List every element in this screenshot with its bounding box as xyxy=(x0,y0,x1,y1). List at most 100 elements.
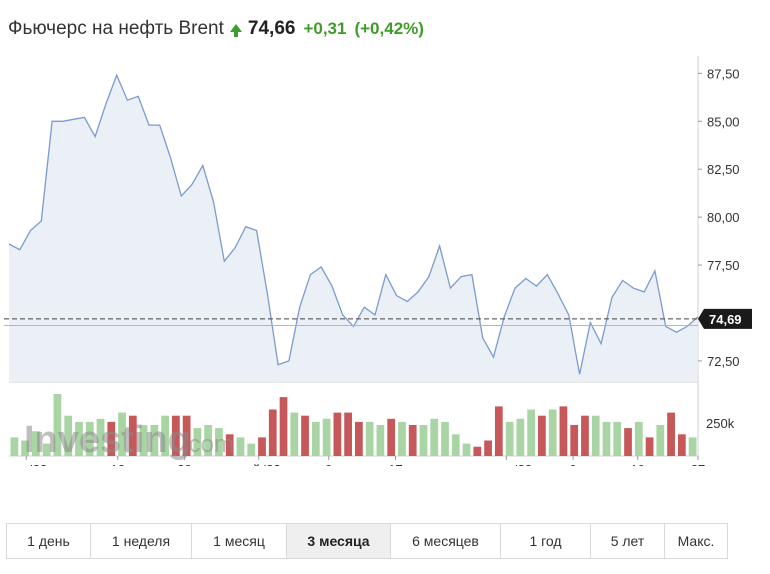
y-tick-label: 72,50 xyxy=(707,354,740,369)
volume-bar xyxy=(96,418,105,456)
volume-bar xyxy=(322,418,331,456)
x-tick-label: май '23 xyxy=(237,462,281,466)
timeframe-button-5[interactable]: 6 месяцев xyxy=(391,524,501,558)
volume-bar xyxy=(494,406,503,456)
volume-bars xyxy=(10,394,697,456)
volume-bar xyxy=(527,409,536,456)
price-area-fill xyxy=(9,75,698,383)
timeframe-button-3[interactable]: 1 месяц xyxy=(192,524,287,558)
timeframe-button-2[interactable]: 1 неделя xyxy=(91,524,192,558)
x-tick-label: 17 xyxy=(388,462,402,466)
volume-bar xyxy=(204,425,213,456)
y-tick-label: 85,00 xyxy=(707,114,740,129)
volume-bar xyxy=(613,421,622,456)
reference-lines xyxy=(4,318,698,326)
volume-bar xyxy=(634,421,643,456)
timeframe-button-4[interactable]: 3 месяца xyxy=(287,524,391,558)
current-price-tag: 74,69 xyxy=(698,308,752,329)
volume-bar xyxy=(53,394,62,456)
investing-logo: Investing .com xyxy=(24,419,234,461)
volume-bar xyxy=(32,431,40,456)
volume-bar xyxy=(161,415,169,456)
volume-bar xyxy=(387,418,396,456)
volume-bar xyxy=(64,415,73,456)
volume-bar xyxy=(107,421,116,456)
arrow-up-icon xyxy=(229,24,242,37)
volume-bar xyxy=(311,421,320,456)
volume-bar xyxy=(441,421,449,456)
volume-bar xyxy=(365,421,374,456)
x-tick-label: 9 xyxy=(570,462,577,466)
volume-bar xyxy=(376,425,385,456)
price-tag-box xyxy=(698,308,752,329)
volume-bar xyxy=(268,409,277,456)
volume-bar xyxy=(171,415,180,456)
price-area xyxy=(8,73,699,383)
x-tick-label: 9 xyxy=(325,462,332,466)
price-change-percent: (+0,42%) xyxy=(354,19,424,38)
volume-bar xyxy=(128,415,137,456)
timeframe-button-6[interactable]: 1 год xyxy=(501,524,591,558)
volume-bar xyxy=(279,397,288,456)
volume-bar xyxy=(247,443,256,456)
y-tick-label: 80,00 xyxy=(707,210,740,225)
volume-bar xyxy=(462,443,471,456)
x-tick-label: июнь '23 xyxy=(481,462,533,466)
volume-bar xyxy=(301,415,309,456)
volume-bar xyxy=(602,421,611,456)
volume-bar xyxy=(656,425,665,456)
timeframe-button-7[interactable]: 5 лет xyxy=(591,524,665,558)
volume-bar xyxy=(484,440,492,456)
volume-bar xyxy=(85,421,94,456)
volume-bar xyxy=(290,412,299,456)
y-tick-label: 87,50 xyxy=(707,66,740,81)
volume-bar xyxy=(667,412,675,456)
volume-bar xyxy=(398,421,406,456)
watermark-text: Investing xyxy=(24,419,191,461)
volume-bar xyxy=(258,437,266,456)
volume-bar xyxy=(150,425,159,456)
x-tick-label: 27 xyxy=(691,462,705,466)
chart-svg[interactable]: Investing .com 250k 87,50 85,00 82,50 80,00 7… xyxy=(0,56,770,477)
x-tick-label: апр '23 xyxy=(5,462,47,466)
volume-bar xyxy=(225,434,234,456)
watermark-suffix: .com xyxy=(182,431,234,458)
volume-bar xyxy=(473,446,482,456)
volume-bar xyxy=(559,406,568,456)
x-tick-label: 20 xyxy=(177,462,191,466)
volume-bar xyxy=(215,428,223,456)
y-axis: 250k 87,50 85,00 82,50 80,00 77,50 72,50 xyxy=(698,66,740,431)
volume-axis-label: 250k xyxy=(706,416,735,431)
instrument-header: Фьючерс на нефть Brent 74,66 +0,31 (+0,4… xyxy=(8,14,424,44)
volume-bar xyxy=(355,421,363,456)
volume-bar xyxy=(193,428,202,456)
timeframe-button-1[interactable]: 1 день xyxy=(7,524,91,558)
volume-bar xyxy=(591,415,600,456)
timeframe-selector: 1 день 1 неделя 1 месяц 3 месяца 6 месяцев 1 … xyxy=(6,523,728,559)
volume-bar xyxy=(516,418,525,456)
volume-bar xyxy=(42,443,51,456)
volume-bar xyxy=(118,412,126,456)
price-chart[interactable]: Investing .com 250k 87,50 85,00 82,50 80,00 7… xyxy=(0,56,770,477)
volume-bar xyxy=(624,428,632,456)
volume-bar xyxy=(139,425,148,456)
y-tick-label: 82,50 xyxy=(707,162,740,177)
volume-bar xyxy=(333,412,342,456)
volume-bar xyxy=(344,412,352,456)
volume-bar xyxy=(236,437,245,456)
volume-bar xyxy=(688,437,697,456)
y-tick-label: 77,50 xyxy=(707,258,740,273)
x-tick-label: 12 xyxy=(110,462,124,466)
volume-bar xyxy=(548,409,557,456)
volume-bar xyxy=(451,434,460,456)
volume-bar xyxy=(677,434,686,456)
instrument-title: Фьючерс на нефть Brent xyxy=(8,18,224,39)
volume-bar xyxy=(538,415,546,456)
volume-bar xyxy=(10,437,19,456)
last-price: 74,66 xyxy=(247,18,296,39)
volume-bar xyxy=(570,425,579,456)
volume-bar xyxy=(430,418,439,456)
volume-bar xyxy=(75,421,83,456)
timeframe-button-8[interactable]: Макс. xyxy=(677,533,715,549)
volume-bar xyxy=(419,425,428,456)
